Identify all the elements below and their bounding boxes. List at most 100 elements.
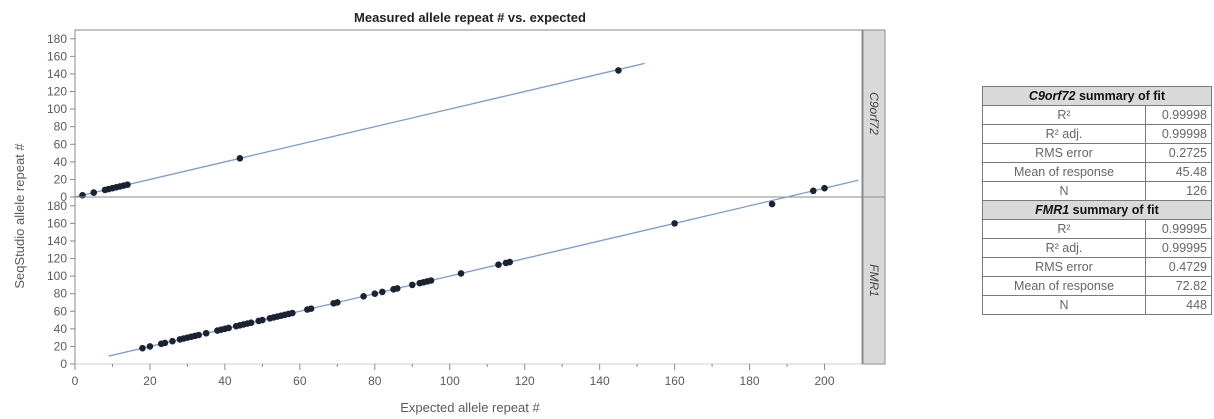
stat-value: 0.4729: [1145, 257, 1212, 277]
data-point: [146, 343, 154, 350]
data-point: [371, 290, 379, 297]
data-point: [124, 181, 131, 188]
data-point: [427, 277, 435, 284]
data-point: [139, 344, 146, 352]
y-tick-label: 60: [54, 137, 68, 151]
table-row: R² adj. 0.99995: [982, 238, 1212, 258]
table-row: R² 0.99998: [982, 105, 1212, 125]
stat-label: RMS error: [982, 257, 1146, 277]
x-tick-label: 40: [218, 374, 232, 388]
summary-title: FMR1 summary of fit: [982, 200, 1212, 220]
stat-value: 126: [1145, 181, 1212, 201]
y-tick-label: 80: [54, 287, 68, 301]
y-axis-title: SeqStudio allele repeat #: [12, 143, 27, 289]
stat-label: R² adj.: [982, 238, 1146, 258]
summary-title: C9orf72 summary of fit: [982, 86, 1212, 106]
strip-box: [862, 196, 886, 365]
y-tick-label: 0: [60, 190, 67, 204]
y-tick-label: 160: [47, 49, 67, 63]
data-point: [236, 155, 244, 162]
data-point: [225, 324, 232, 332]
panel-c9orf72: 0 20 40 60 80 100 120 140 160 180 C9orf72: [47, 29, 886, 204]
x-tick-label: 120: [515, 374, 535, 388]
x-axis: 0 20 40 60 80 100 120 140 160 180 200: [72, 364, 835, 388]
data-point: [202, 329, 210, 337]
data-point: [506, 258, 514, 266]
x-tick-label: 100: [440, 374, 460, 388]
strip-label: C9orf72: [867, 92, 881, 135]
y-tick-label: 140: [47, 67, 67, 81]
panel-frame: [74, 29, 863, 198]
data-point: [247, 319, 255, 326]
y-tick-label: 20: [54, 172, 68, 186]
stat-label: N: [982, 295, 1146, 315]
data-point: [408, 281, 416, 289]
data-point: [161, 339, 169, 347]
data-point: [821, 184, 828, 192]
x-tick-label: 140: [590, 374, 610, 388]
data-point: [195, 331, 202, 339]
panel-fmr1: 0 20 40 60 80 100 120 140 160 180 FMR1: [47, 179, 886, 371]
y-tick-label: 0: [60, 357, 67, 371]
y-tick-label: 180: [47, 32, 67, 46]
data-point: [809, 187, 817, 195]
table-row: R² 0.99995: [982, 219, 1212, 239]
data-point: [393, 285, 401, 292]
y-tick-label: 100: [47, 102, 67, 116]
table-row: N 448: [982, 295, 1212, 315]
data-point: [259, 316, 266, 324]
data-point: [768, 200, 776, 208]
stat-label: Mean of response: [982, 162, 1146, 182]
stat-label: R²: [982, 219, 1146, 239]
y-tick-label: 160: [47, 216, 67, 230]
data-point: [334, 299, 341, 306]
x-tick-label: 80: [368, 374, 382, 388]
y-tick-label: 60: [54, 304, 68, 318]
data-point: [289, 309, 296, 317]
y-tick-label: 40: [54, 322, 68, 336]
data-point: [379, 288, 386, 296]
data-point: [495, 261, 502, 268]
summary-of-fit-table: C9orf72 summary of fit R² 0.99998 R² adj. 0.…: [982, 86, 1212, 315]
fit-line: [74, 62, 645, 198]
summary-header-row: C9orf72 summary of fit: [982, 86, 1212, 106]
data-point: [307, 305, 315, 312]
stat-label: Mean of response: [982, 276, 1146, 296]
table-row: R² adj. 0.99998: [982, 124, 1212, 144]
table-row: Mean of response 45.48: [982, 162, 1212, 182]
y-tick-label: 140: [47, 234, 67, 248]
table-row: Mean of response 72.82: [982, 276, 1212, 296]
data-point: [615, 67, 622, 74]
stat-value: 45.48: [1145, 162, 1212, 182]
stat-value: 448: [1145, 295, 1212, 315]
y-tick-label: 120: [47, 85, 67, 99]
x-tick-label: 0: [72, 374, 79, 388]
stat-value: 0.99995: [1145, 219, 1212, 239]
chart-title: Measured allele repeat # vs. expected: [354, 10, 586, 25]
stat-value: 0.99998: [1145, 124, 1212, 144]
table-row: RMS error 0.4729: [982, 257, 1212, 277]
table-row: N 126: [982, 181, 1212, 201]
y-tick-label: 40: [54, 155, 68, 169]
data-point: [360, 293, 367, 300]
x-tick-label: 60: [293, 374, 307, 388]
gene-name: FMR1: [1035, 203, 1070, 217]
y-tick-label: 100: [47, 269, 67, 283]
data-point: [671, 220, 678, 227]
data-point: [457, 270, 465, 277]
x-axis-title: Expected allele repeat #: [400, 400, 540, 415]
gene-name: C9orf72: [1028, 89, 1076, 103]
stat-label: R²: [982, 105, 1146, 125]
table-row: RMS error 0.2725: [982, 143, 1212, 163]
data-point: [79, 191, 86, 199]
stat-label: R² adj.: [982, 124, 1146, 144]
y-tick-label: 20: [54, 339, 68, 353]
data-point: [169, 337, 176, 345]
x-tick-label: 160: [665, 374, 685, 388]
stat-value: 72.82: [1145, 276, 1212, 296]
stat-label: RMS error: [982, 143, 1146, 163]
y-tick-label: 120: [47, 252, 67, 266]
stat-label: N: [982, 181, 1146, 201]
strip-label: FMR1: [867, 264, 881, 297]
summary-header-row: FMR1 summary of fit: [982, 200, 1212, 220]
